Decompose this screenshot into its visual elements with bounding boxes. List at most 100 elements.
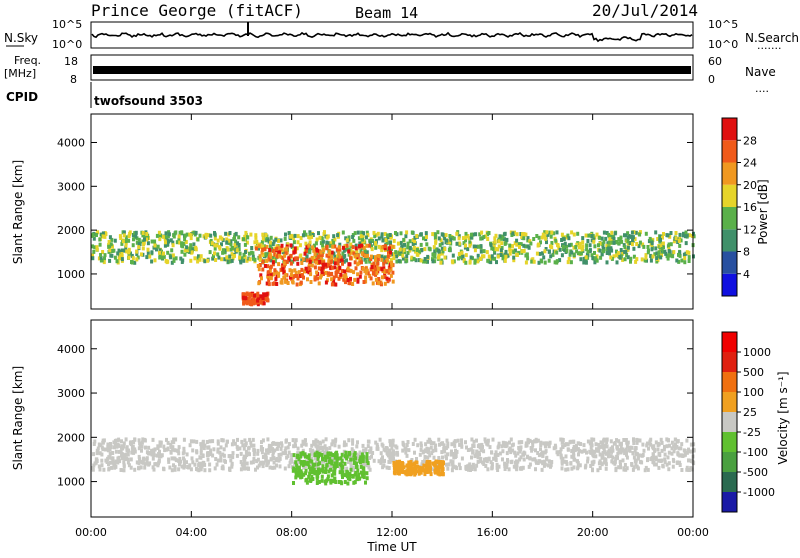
velocity-echo-mark <box>242 456 246 461</box>
power-echo-mark <box>306 277 309 282</box>
power-echo-mark <box>127 255 131 260</box>
velocity-echo-mark <box>431 448 435 453</box>
power-echo-mark <box>101 250 105 254</box>
power-echo-mark <box>196 259 200 264</box>
power-echo-mark <box>332 251 336 256</box>
velocity-echo-mark <box>165 437 168 442</box>
power-echo-mark <box>382 259 386 264</box>
power-echo-mark <box>226 247 230 252</box>
velocity-echo-mark <box>527 464 531 469</box>
power-echo-mark <box>374 255 378 260</box>
velocity-echo-mark <box>469 447 473 452</box>
power-echo-mark <box>592 239 596 244</box>
power-echo-mark <box>347 281 351 286</box>
power-echo-mark <box>462 257 466 262</box>
power-echo-mark <box>277 271 281 276</box>
velocity-echo-mark <box>401 448 405 453</box>
velocity-echo-mark <box>437 437 441 442</box>
power-echo-mark <box>162 251 165 256</box>
power-echo-mark <box>293 268 297 273</box>
power-echo-mark <box>364 275 368 280</box>
power-echo-mark <box>549 244 552 249</box>
velocity-echo-mark <box>215 462 219 467</box>
velocity-echo-mark <box>685 465 689 470</box>
power-echo-mark <box>110 249 114 253</box>
velocity-echo-mark <box>255 459 259 464</box>
power-echo-mark <box>256 264 260 268</box>
velocity-echo-mark <box>483 437 487 442</box>
power-echo-mark <box>666 233 670 238</box>
power-echo-mark <box>185 232 189 237</box>
power-echo-mark <box>286 242 290 247</box>
power-echo-mark <box>143 234 147 239</box>
power-echo-mark <box>469 255 473 260</box>
power-echo-mark <box>103 253 107 258</box>
velocity-echo-mark <box>318 452 322 457</box>
power-echo-mark <box>180 241 184 246</box>
power-echo-mark <box>227 238 231 243</box>
velocity-echo-mark <box>188 463 192 468</box>
velocity-echo-mark <box>154 462 158 467</box>
power-echo-mark <box>186 248 190 253</box>
velocity-echo-mark <box>203 468 207 473</box>
velocity-echo-mark <box>304 461 308 466</box>
velocity-echo-mark <box>120 453 124 458</box>
velocity-echo-mark <box>491 437 495 442</box>
power-echo-mark <box>489 243 493 248</box>
power-echo-mark <box>208 250 212 255</box>
power-echo-mark <box>150 250 154 255</box>
power-echo-mark <box>515 238 519 243</box>
power-echo-mark <box>304 241 308 246</box>
velocity-echo-mark <box>324 470 328 474</box>
velocity-echo-mark <box>340 472 344 477</box>
velocity-echo-mark <box>432 441 436 446</box>
velocity-echo-mark <box>100 452 104 457</box>
power-echo-mark <box>451 236 455 240</box>
power-echo-mark <box>225 240 229 245</box>
power-echo-mark <box>509 230 513 235</box>
velocity-echo-mark <box>260 440 263 445</box>
power-echo-mark <box>273 259 277 264</box>
power-echo-mark <box>259 294 263 299</box>
velocity-echo-mark <box>403 446 407 451</box>
velocity-echo-mark <box>347 438 351 443</box>
power-echo-mark <box>651 254 655 259</box>
power-echo-mark <box>519 232 523 236</box>
velocity-echo-mark <box>301 463 305 468</box>
power-echo-mark <box>351 282 355 286</box>
power-echo-mark <box>356 277 360 282</box>
power-echo-mark <box>667 249 671 253</box>
velocity-echo-mark <box>512 464 516 469</box>
power-echo-mark <box>565 248 569 253</box>
power-echo-mark <box>340 258 344 263</box>
power-echo-mark <box>526 238 530 243</box>
velocity-echo-mark <box>417 471 421 476</box>
power-echo-mark <box>175 240 179 245</box>
power-echo-mark <box>256 298 260 303</box>
power-echo-mark <box>260 240 264 245</box>
velocity-echo-mark <box>559 447 563 452</box>
power-echo-mark <box>258 257 262 262</box>
power-echo-mark <box>312 248 316 253</box>
power-echo-mark <box>299 236 303 240</box>
power-echo-mark <box>292 240 296 245</box>
power-echo-mark <box>153 258 157 263</box>
power-echo-mark <box>419 242 423 247</box>
power-echo-mark <box>630 242 634 247</box>
velocity-echo-mark <box>169 442 173 447</box>
velocity-echo-mark <box>569 461 573 466</box>
power-echo-mark <box>334 261 337 266</box>
power-echo-mark <box>599 255 603 260</box>
power-echo-mark <box>455 241 459 246</box>
power-echo-mark <box>98 237 102 242</box>
velocity-echo-mark <box>634 458 638 463</box>
velocity-echo-mark <box>663 452 667 457</box>
velocity-echo-mark <box>362 448 366 453</box>
power-echo-mark <box>296 261 300 266</box>
velocity-echo-mark <box>618 450 622 455</box>
power-colorbar-swatch <box>722 140 737 163</box>
velocity-echo-mark <box>324 454 328 459</box>
power-echo-mark <box>646 245 650 249</box>
power-echo-mark <box>313 252 317 257</box>
velocity-echo-mark <box>528 438 532 443</box>
